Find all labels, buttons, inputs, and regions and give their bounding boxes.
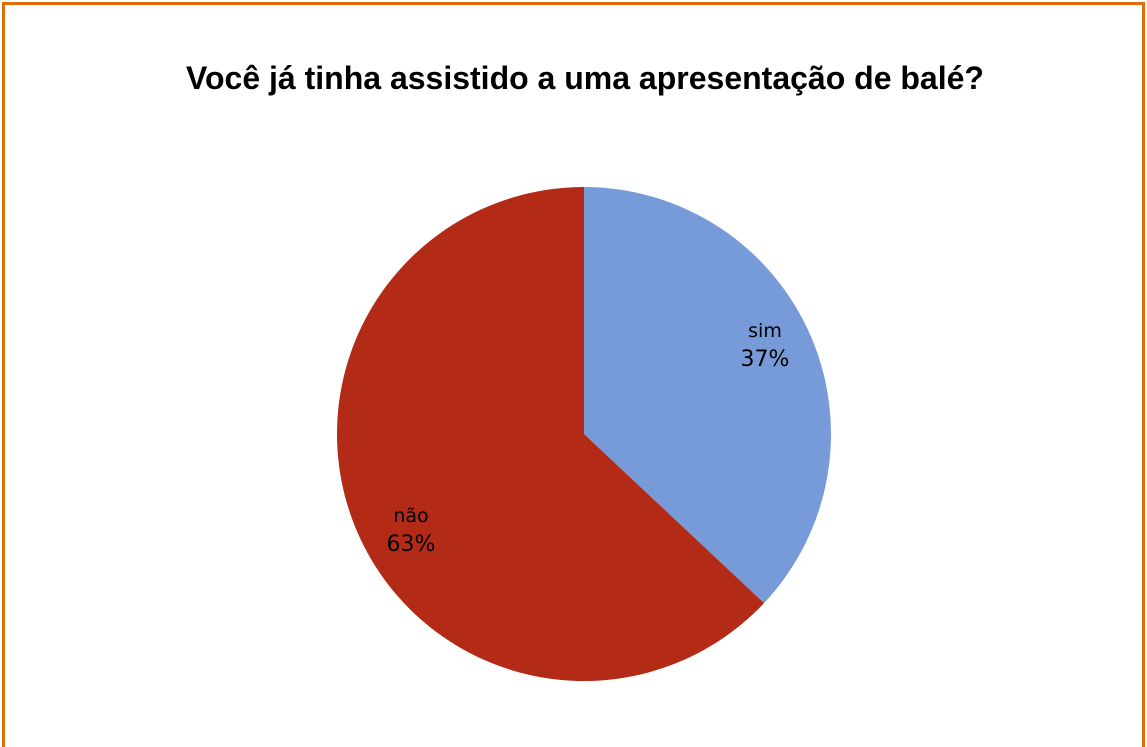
pie-slice-não	[336, 187, 765, 681]
slice-value-não: 63%	[387, 532, 436, 557]
slice-value-sim: 37%	[741, 347, 790, 372]
slice-label-não: não	[393, 505, 428, 527]
chart-title: Você já tinha assistido a uma apresentaç…	[186, 60, 984, 96]
pie-slice-sim	[584, 187, 832, 604]
slice-label-sim: sim	[748, 320, 782, 342]
